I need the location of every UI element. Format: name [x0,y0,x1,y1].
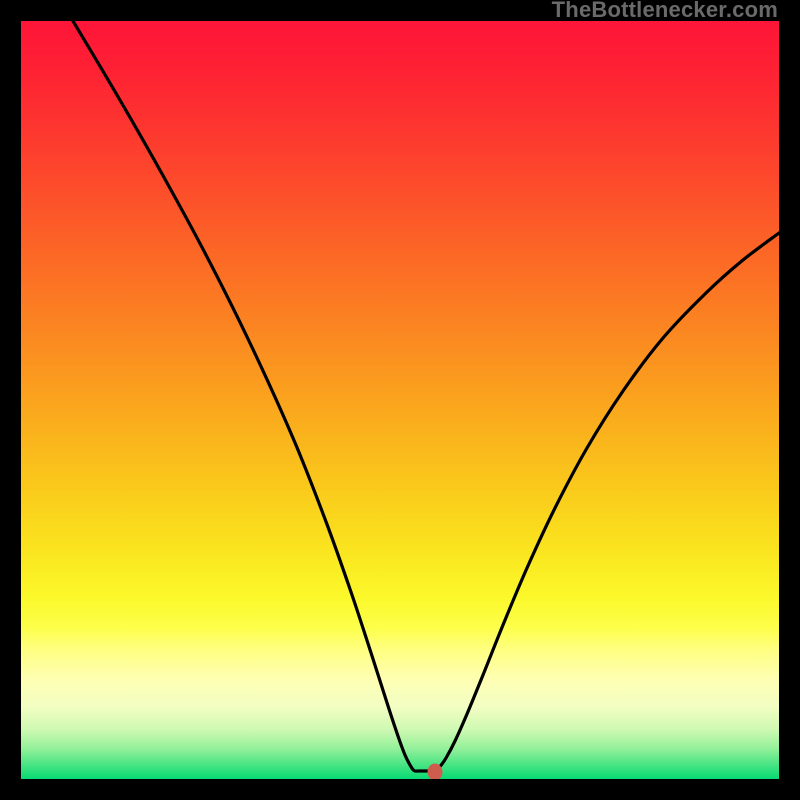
bottleneck-curve-path [73,21,779,771]
bottleneck-curve [21,21,779,779]
watermark-text: TheBottlenecker.com [552,0,778,23]
plot-area [21,21,779,779]
